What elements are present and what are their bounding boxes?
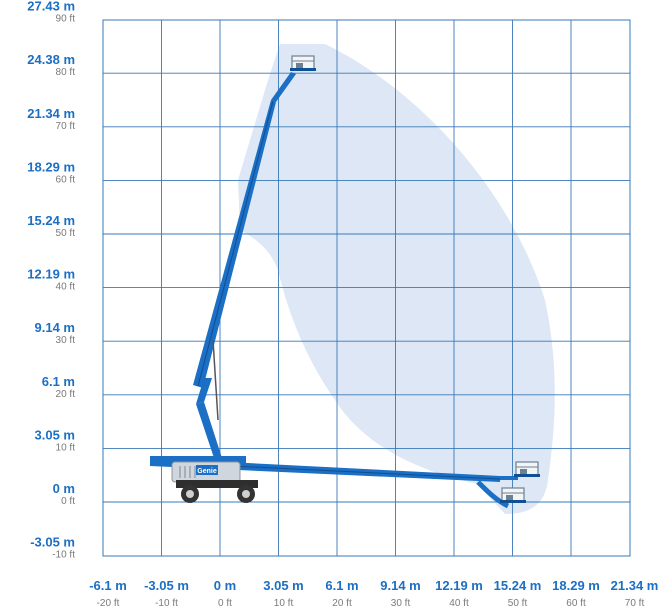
boom-lift: Genie [149, 55, 540, 509]
x-tick-label-metric: -3.05 m [144, 578, 189, 593]
x-tick-label-imperial: 70 ft [625, 598, 645, 609]
y-tick-label-imperial: 40 ft [56, 282, 76, 293]
chassis-base [176, 480, 258, 488]
x-tick-label-metric: 21.34 m [611, 578, 659, 593]
platform-top [290, 55, 316, 71]
x-tick-label-imperial: 40 ft [449, 598, 469, 609]
x-tick-label-metric: 15.24 m [494, 578, 542, 593]
platform-lower-right [500, 487, 526, 503]
x-tick-label-metric: -6.1 m [89, 578, 127, 593]
y-tick-label-metric: 18.29 m [27, 159, 75, 174]
turntable-frame [150, 456, 246, 466]
y-tick-label-imperial: 90 ft [56, 14, 76, 25]
top-jib [271, 72, 296, 102]
main-boom-edge [197, 100, 274, 387]
envelope-area [238, 44, 555, 514]
lower-jib [476, 480, 510, 509]
y-tick-label-imperial: 20 ft [56, 389, 76, 400]
y-tick-label-imperial: 70 ft [56, 121, 76, 132]
y-axis-labels: 27.43 m90 ft 24.38 m80 ft 21.34 m70 ft 18.2… [27, 0, 75, 561]
y-tick-label-metric: 27.43 m [27, 0, 75, 14]
main-boom [193, 100, 276, 388]
y-tick-label-imperial: 60 ft [56, 174, 76, 185]
y-tick-label-metric: 12.19 m [27, 267, 75, 282]
working-envelope [238, 44, 555, 514]
x-tick-label-imperial: 10 ft [274, 598, 294, 609]
brand-label: Genie [197, 468, 217, 475]
x-tick-label-imperial: 0 ft [218, 598, 232, 609]
y-tick-label-imperial: 30 ft [56, 335, 76, 346]
brand-plate [196, 465, 218, 475]
platform-floor [514, 474, 540, 477]
wheel-hub [186, 490, 194, 498]
x-tick-label-metric: 6.1 m [325, 578, 358, 593]
platform-control-box [506, 495, 513, 501]
y-tick-label-metric: 15.24 m [27, 213, 75, 228]
x-tick-label-imperial: 20 ft [332, 598, 352, 609]
platform-floor [500, 500, 526, 503]
y-tick-label-metric: 24.38 m [27, 52, 75, 67]
riser-lower [196, 402, 222, 458]
platform-upper-right [514, 461, 540, 477]
y-tick-label-imperial: 10 ft [56, 442, 76, 453]
wheel-hub [242, 490, 250, 498]
y-tick-label-metric: 6.1 m [42, 374, 75, 389]
x-axis-labels: -6.1 m -20 ft -3.05 m -10 ft 0 m 0 ft 3.05 m 10… [89, 578, 658, 609]
y-tick-label-imperial: 50 ft [56, 228, 76, 239]
x-tick-label-imperial: 60 ft [566, 598, 586, 609]
y-tick-label-metric: 3.05 m [35, 427, 75, 442]
y-tick-label-imperial: -10 ft [52, 550, 75, 561]
x-tick-label-metric: 12.19 m [435, 578, 483, 593]
x-tick-label-metric: 9.14 m [380, 578, 420, 593]
x-tick-label-imperial: 30 ft [391, 598, 411, 609]
x-tick-label-metric: 0 m [214, 578, 236, 593]
x-tick-label-metric: 18.29 m [552, 578, 600, 593]
platform-floor [290, 68, 316, 71]
x-tick-label-imperial: -20 ft [97, 598, 120, 609]
platform-control-box [296, 63, 303, 69]
lift-cylinder [212, 339, 219, 421]
y-tick-label-imperial: 80 ft [56, 67, 76, 78]
x-tick-label-imperial: -10 ft [155, 598, 178, 609]
y-tick-label-metric: 0 m [53, 481, 75, 496]
y-tick-label-metric: 21.34 m [27, 106, 75, 121]
y-tick-label-imperial: 0 ft [61, 496, 75, 507]
x-tick-label-metric: 3.05 m [263, 578, 303, 593]
y-tick-label-metric: 9.14 m [35, 320, 75, 335]
y-tick-label-metric: -3.05 m [30, 535, 75, 550]
x-tick-label-imperial: 50 ft [508, 598, 528, 609]
riser-knuckle [196, 378, 212, 404]
platform-control-box [520, 469, 527, 475]
